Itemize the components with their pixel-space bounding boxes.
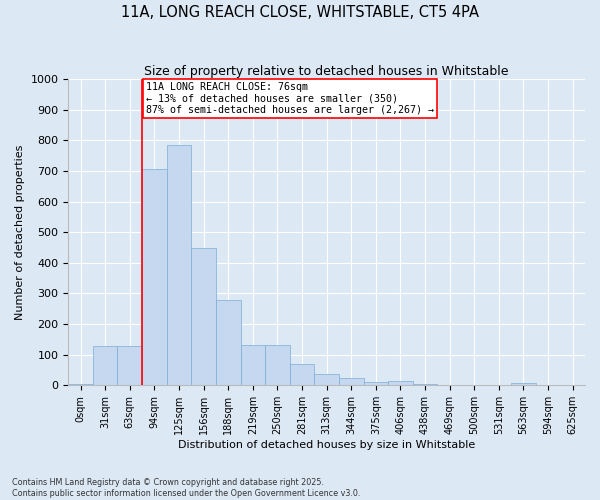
Bar: [93, 346, 118, 386]
Bar: [290, 364, 314, 386]
Text: 11A, LONG REACH CLOSE, WHITSTABLE, CT5 4PA: 11A, LONG REACH CLOSE, WHITSTABLE, CT5 4…: [121, 5, 479, 20]
Bar: [413, 384, 437, 386]
Bar: [216, 300, 241, 386]
Text: 11A LONG REACH CLOSE: 76sqm
← 13% of detached houses are smaller (350)
87% of se: 11A LONG REACH CLOSE: 76sqm ← 13% of det…: [146, 82, 434, 116]
Bar: [191, 248, 216, 386]
Text: Contains HM Land Registry data © Crown copyright and database right 2025.
Contai: Contains HM Land Registry data © Crown c…: [12, 478, 361, 498]
Bar: [314, 374, 339, 386]
Bar: [388, 381, 413, 386]
Title: Size of property relative to detached houses in Whitstable: Size of property relative to detached ho…: [145, 65, 509, 78]
Bar: [241, 344, 265, 386]
Bar: [118, 346, 142, 386]
Bar: [339, 378, 364, 386]
Bar: [167, 145, 191, 386]
Bar: [68, 384, 93, 386]
Bar: [364, 382, 388, 386]
X-axis label: Distribution of detached houses by size in Whitstable: Distribution of detached houses by size …: [178, 440, 475, 450]
Bar: [142, 170, 167, 386]
Bar: [265, 344, 290, 386]
Bar: [511, 383, 536, 386]
Y-axis label: Number of detached properties: Number of detached properties: [15, 144, 25, 320]
